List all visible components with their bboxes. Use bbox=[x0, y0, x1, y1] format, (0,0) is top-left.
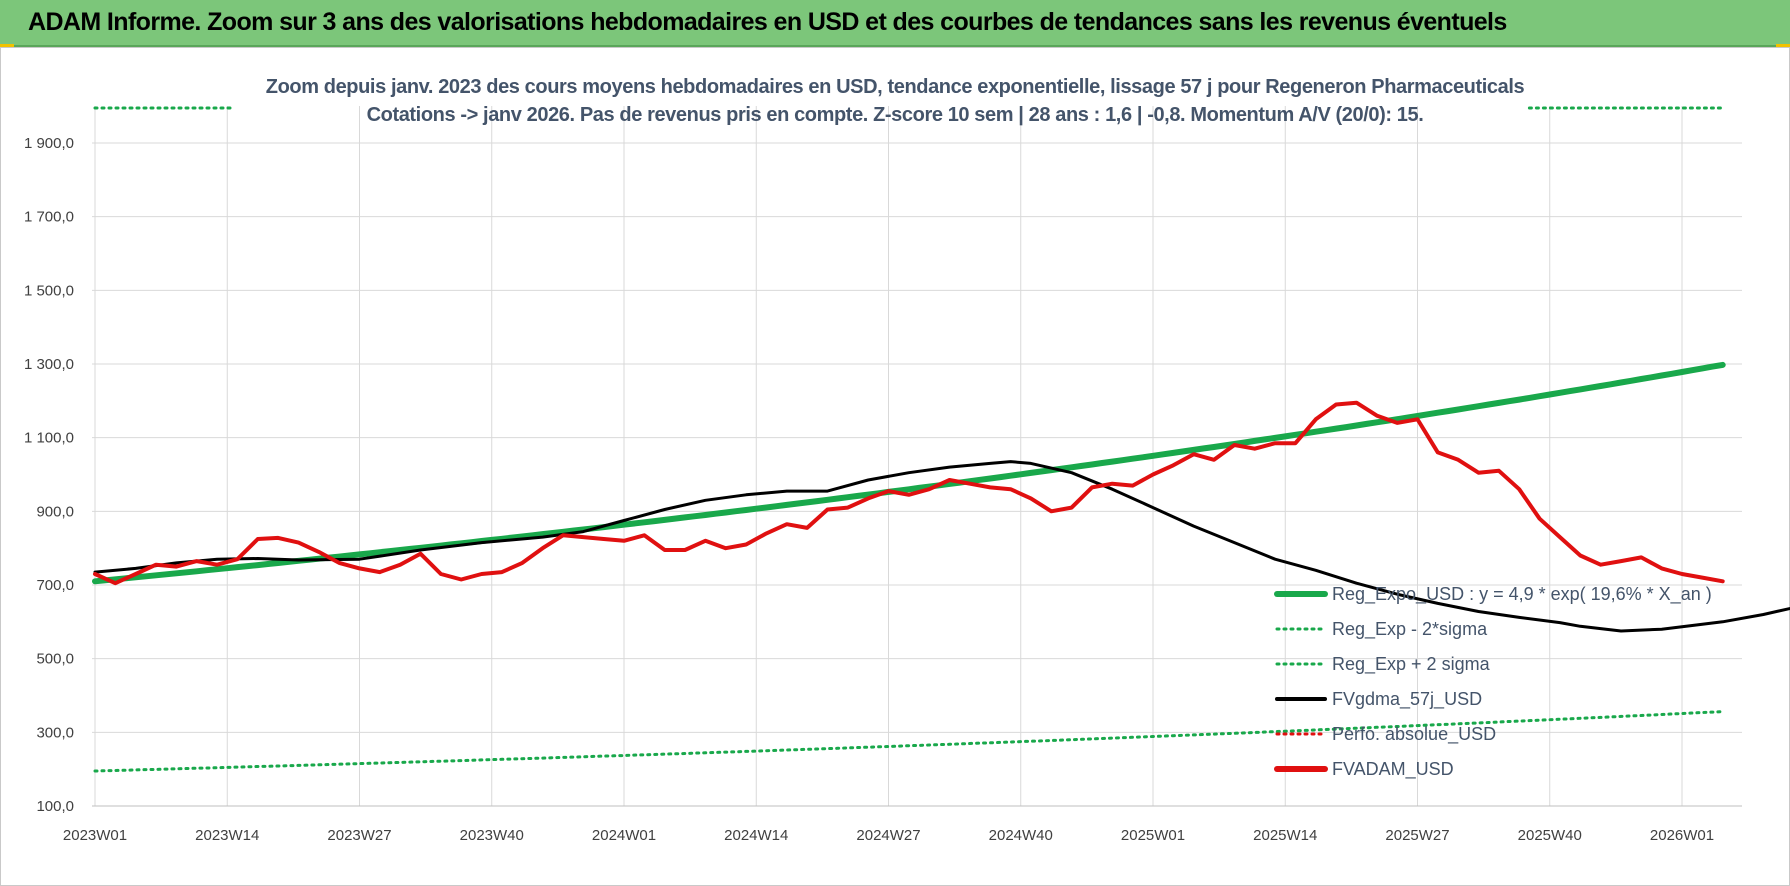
y-tick-label: 900,0 bbox=[36, 503, 74, 520]
x-tick-label: 2023W01 bbox=[63, 827, 127, 844]
series-fvgdma-57j-usd bbox=[93, 460, 1790, 633]
series-reg-exp-2-sigma bbox=[93, 710, 1725, 773]
axes: 100,0 300,0 500,0 700,0 900,0 1 100,0 1 300,0 1… bbox=[24, 135, 1742, 844]
x-tick-label: 2023W14 bbox=[195, 827, 259, 844]
y-tick-label: 1 300,0 bbox=[24, 356, 74, 373]
x-tick-label: 2023W40 bbox=[460, 827, 524, 844]
x-tick-label: 2024W40 bbox=[989, 827, 1053, 844]
grid bbox=[92, 106, 1742, 807]
series-fvadam-usd bbox=[93, 400, 1725, 586]
y-tick-label: 300,0 bbox=[36, 724, 74, 741]
chart-title-line: Zoom depuis janv. 2023 des cours moyens … bbox=[266, 76, 1525, 98]
y-tick-label: 700,0 bbox=[36, 577, 74, 594]
series-reg-expo-usd bbox=[92, 361, 1726, 585]
x-tick-label: 2023W27 bbox=[327, 827, 391, 844]
chart-title-line: Cotations -> janv 2026. Pas de revenus p… bbox=[367, 104, 1424, 126]
legend-label: FVgdma_57j_USD bbox=[1332, 689, 1482, 710]
x-tick-label: 2024W14 bbox=[724, 827, 788, 844]
legend-label: Perfo. absolue_USD bbox=[1332, 724, 1496, 745]
banner-title: ADAM Informe. Zoom sur 3 ans des valoris… bbox=[28, 8, 1507, 36]
y-tick-label: 1 500,0 bbox=[24, 282, 74, 299]
y-tick-label: 1 100,0 bbox=[24, 430, 74, 447]
legend-label: FVADAM_USD bbox=[1332, 759, 1454, 780]
x-tick-label: 2026W01 bbox=[1650, 827, 1714, 844]
chart-title: Zoom depuis janv. 2023 des cours moyens … bbox=[266, 76, 1525, 126]
y-tick-label: 1 700,0 bbox=[24, 209, 74, 226]
x-tick-label: 2025W27 bbox=[1385, 827, 1449, 844]
x-tick-label: 2025W14 bbox=[1253, 827, 1317, 844]
legend: Reg_Expo_USD : y = 4,9 * exp( 19,6% * X_… bbox=[1274, 584, 1712, 780]
series bbox=[92, 106, 1790, 773]
corner-mark-right bbox=[1776, 44, 1790, 47]
legend-label: Reg_Exp - 2*sigma bbox=[1332, 619, 1488, 640]
y-tick-label: 100,0 bbox=[36, 798, 74, 815]
legend-label: Reg_Exp + 2 sigma bbox=[1332, 654, 1491, 675]
corner-mark-left bbox=[0, 44, 14, 47]
y-tick-label: 500,0 bbox=[36, 651, 74, 668]
y-tick-label: 1 900,0 bbox=[24, 135, 74, 152]
x-tick-label: 2025W40 bbox=[1518, 827, 1582, 844]
x-tick-label: 2024W27 bbox=[856, 827, 920, 844]
legend-label: Reg_Expo_USD : y = 4,9 * exp( 19,6% * X_… bbox=[1332, 584, 1712, 605]
x-tick-label: 2025W01 bbox=[1121, 827, 1185, 844]
x-tick-label: 2024W01 bbox=[592, 827, 656, 844]
header-banner: ADAM Informe. Zoom sur 3 ans des valoris… bbox=[0, 0, 1790, 47]
